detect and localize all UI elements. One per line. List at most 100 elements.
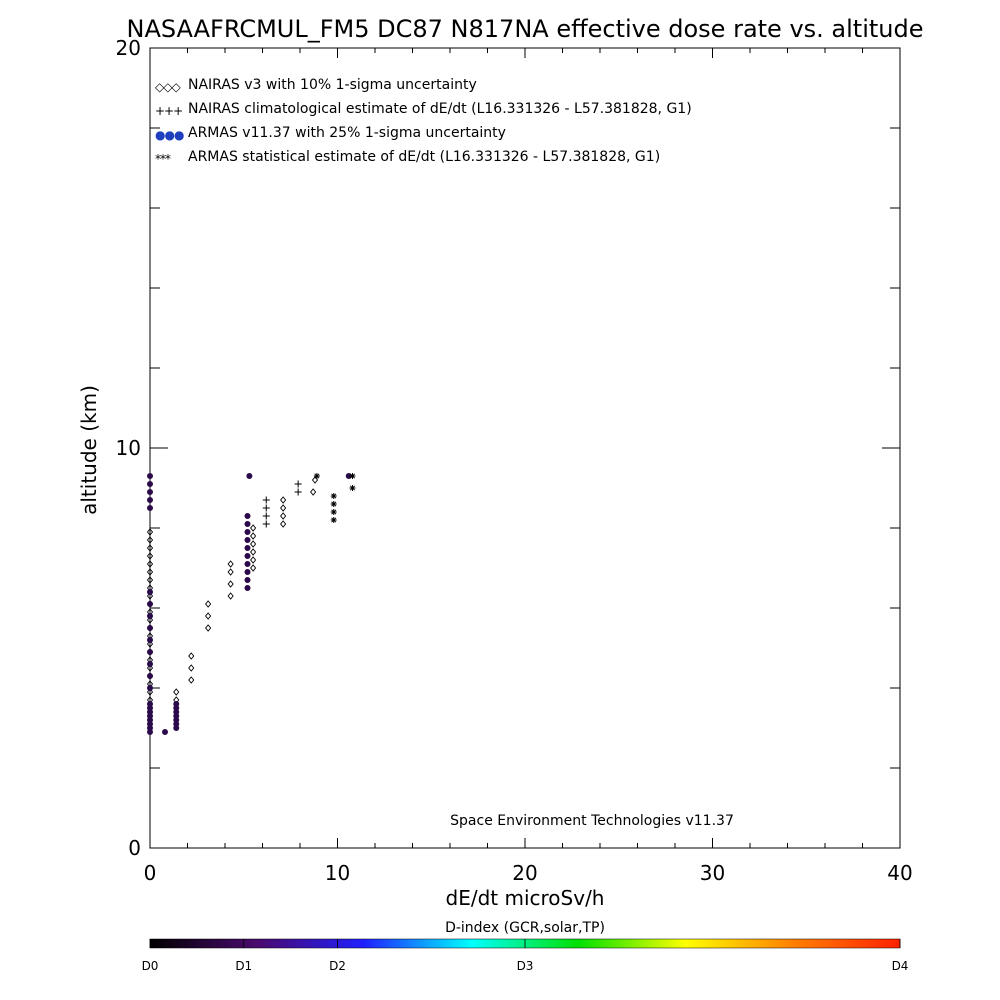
armas-point <box>244 545 251 551</box>
nairas-v3-point <box>250 556 257 564</box>
colorbar-tick-label: D2 <box>329 959 346 973</box>
nairas-v3-point <box>146 592 154 600</box>
credit-annotation: Space Environment Technologies v11.37 <box>450 813 734 829</box>
armas-point <box>147 637 153 643</box>
nairas-v3-point <box>146 544 154 552</box>
armas-point <box>246 473 253 479</box>
plot-frame <box>149 47 901 849</box>
armas-point <box>244 585 251 591</box>
armas-point <box>244 553 251 559</box>
nairas-v3-point <box>188 652 195 660</box>
armas-point <box>162 729 168 735</box>
nairas-v3-point <box>227 580 234 588</box>
x-tick-label: 10 <box>325 861 350 885</box>
nairas-v3-point <box>205 612 212 620</box>
nairas-v3-point <box>146 528 154 536</box>
y-tick-label: 20 <box>116 36 141 60</box>
armas-statistical-point <box>349 473 356 479</box>
nairas-v3-point <box>146 640 154 648</box>
armas-point <box>147 685 153 691</box>
nairas-v3-point <box>310 488 317 496</box>
axis-ticks <box>149 47 901 849</box>
x-tick-label: 20 <box>512 861 537 885</box>
armas-point <box>147 673 153 679</box>
armas-point <box>147 589 153 595</box>
nairas-v3-point <box>146 552 154 560</box>
armas-point <box>173 701 180 707</box>
armas-point <box>244 561 251 567</box>
colorbar-tick-label: D4 <box>892 959 909 973</box>
armas-point <box>147 601 153 607</box>
armas-point <box>147 473 153 479</box>
armas-point <box>147 701 153 707</box>
nairas-v3-point <box>280 504 287 512</box>
nairas-v3-point <box>205 624 212 632</box>
legend-entry: ARMAS v11.37 with 25% 1-sigma uncertaint… <box>188 125 506 141</box>
nairas-climatological-point <box>294 480 302 488</box>
nairas-v3-point <box>146 688 154 696</box>
nairas-v3-point <box>280 520 287 528</box>
nairas-v3-point <box>188 664 195 672</box>
armas-point <box>147 497 153 503</box>
nairas-climatological-point <box>262 504 270 512</box>
nairas-climatological-point <box>262 512 270 520</box>
armas-statistical-point <box>330 493 337 499</box>
nairas-v3-point <box>205 600 212 608</box>
nairas-v3-point <box>146 568 154 576</box>
nairas-v3-point <box>280 512 287 520</box>
x-tick-label: 30 <box>700 861 725 885</box>
colorbar-label: D-index (GCR,solar,TP) <box>445 920 605 936</box>
armas-point <box>244 529 251 535</box>
nairas-v3-point <box>146 536 154 544</box>
armas-point <box>147 481 153 487</box>
armas-point <box>244 537 251 543</box>
armas-point <box>147 625 153 631</box>
colorbar-ticks: D0 D1 D2 D3 D4 <box>142 939 909 973</box>
armas-point <box>244 569 251 575</box>
legend-entry: NAIRAS v3 with 10% 1-sigma uncertainty <box>188 77 477 93</box>
nairas-v3-point <box>146 664 154 672</box>
y-tick-label: 0 <box>128 836 141 860</box>
nairas-v3-point <box>250 564 257 572</box>
nairas-v3-point <box>250 524 257 532</box>
nairas-climatological-point <box>262 520 270 528</box>
armas-point <box>244 521 251 527</box>
nairas-v3-point <box>227 560 234 568</box>
armas-point <box>345 473 352 479</box>
nairas-v3-point <box>250 548 257 556</box>
x-tick-label: 40 <box>887 861 912 885</box>
legend-marker: *** <box>155 152 171 166</box>
legend: ◇◇◇ NAIRAS v3 with 10% 1-sigma uncertaint… <box>155 77 692 166</box>
armas-point <box>147 505 153 511</box>
nairas-climatological-point <box>294 488 302 496</box>
legend-marker: +++ <box>155 104 182 118</box>
chart-title: NASAAFRCMUL_FM5 DC87 N817NA effective do… <box>127 15 924 43</box>
x-tick-label: 0 <box>144 861 157 885</box>
armas-point <box>147 489 153 495</box>
nairas-v3-point <box>146 576 154 584</box>
legend-marker: ●●● <box>155 128 184 142</box>
nairas-v3-point <box>188 676 195 684</box>
nairas-v3-point <box>227 592 234 600</box>
data-points <box>146 473 356 735</box>
armas-statistical-point <box>349 485 356 491</box>
armas-statistical-point <box>330 509 337 515</box>
y-tick-label: 10 <box>116 436 141 460</box>
nairas-v3-point <box>250 532 257 540</box>
armas-point <box>147 649 153 655</box>
nairas-v3-point <box>250 540 257 548</box>
axis-tick-labels: 0 10 20 30 40 0 10 20 <box>116 36 913 885</box>
y-axis-label: altitude (km) <box>77 385 101 515</box>
armas-statistical-point <box>313 473 320 479</box>
legend-entry: NAIRAS climatological estimate of dE/dt … <box>188 101 692 117</box>
armas-statistical-point <box>330 517 337 523</box>
nairas-v3-point <box>146 616 154 624</box>
armas-statistical-point <box>330 501 337 507</box>
nairas-v3-point <box>173 688 180 696</box>
colorbar-tick-label: D3 <box>517 959 534 973</box>
armas-point <box>244 513 251 519</box>
nairas-climatological-point <box>262 496 270 504</box>
legend-marker: ◇◇◇ <box>155 80 181 94</box>
armas-point <box>244 577 251 583</box>
